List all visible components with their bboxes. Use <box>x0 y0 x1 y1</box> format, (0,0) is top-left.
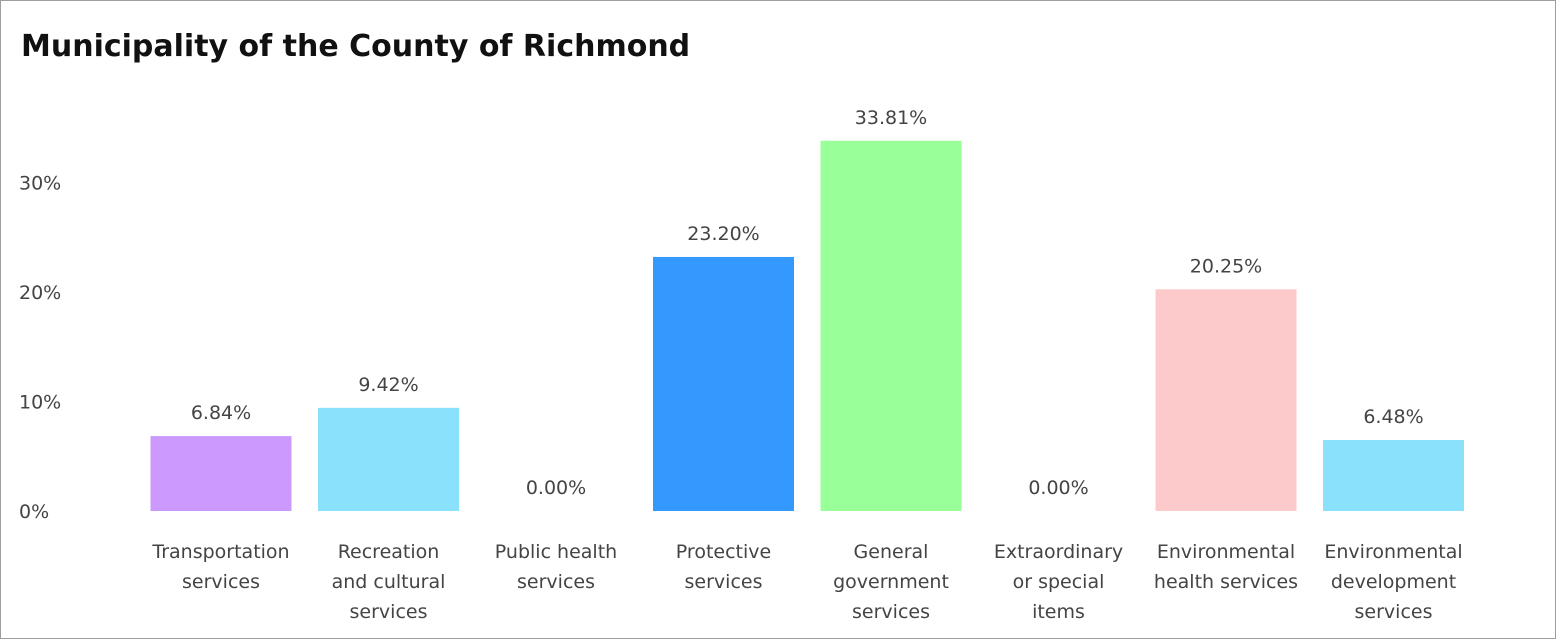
x-category-label: Protective services <box>676 541 771 593</box>
x-category-label: General government services <box>833 541 949 623</box>
chart-title: Municipality of the County of Richmond <box>21 29 691 64</box>
y-tick-label: 10% <box>19 392 61 414</box>
y-tick-label: 30% <box>19 173 61 195</box>
data-label: 6.48% <box>1363 406 1423 428</box>
x-category-label: Recreation and cultural services <box>332 541 446 623</box>
bar[interactable] <box>820 140 962 511</box>
data-label: 0.00% <box>1028 477 1088 499</box>
x-category-label: Transportation services <box>151 541 289 593</box>
bar[interactable] <box>318 407 459 511</box>
data-label: 9.42% <box>358 374 418 396</box>
bar[interactable] <box>653 256 794 511</box>
y-tick-label: 20% <box>19 282 61 304</box>
x-category-label: Public health services <box>495 541 617 593</box>
x-category-label: Environmental development services <box>1324 541 1462 623</box>
x-category-label: Environmental health services <box>1154 541 1298 593</box>
data-label: 6.84% <box>191 402 251 424</box>
bar[interactable] <box>1323 440 1464 511</box>
y-tick-label: 0% <box>19 501 49 523</box>
bar[interactable] <box>150 436 292 511</box>
x-category-label: Extraordinary or special items <box>994 541 1123 623</box>
data-label: 0.00% <box>526 477 586 499</box>
data-label: 20.25% <box>1190 255 1262 277</box>
data-label: 33.81% <box>855 107 927 129</box>
data-label: 23.20% <box>687 223 759 245</box>
bar[interactable] <box>1155 289 1297 511</box>
